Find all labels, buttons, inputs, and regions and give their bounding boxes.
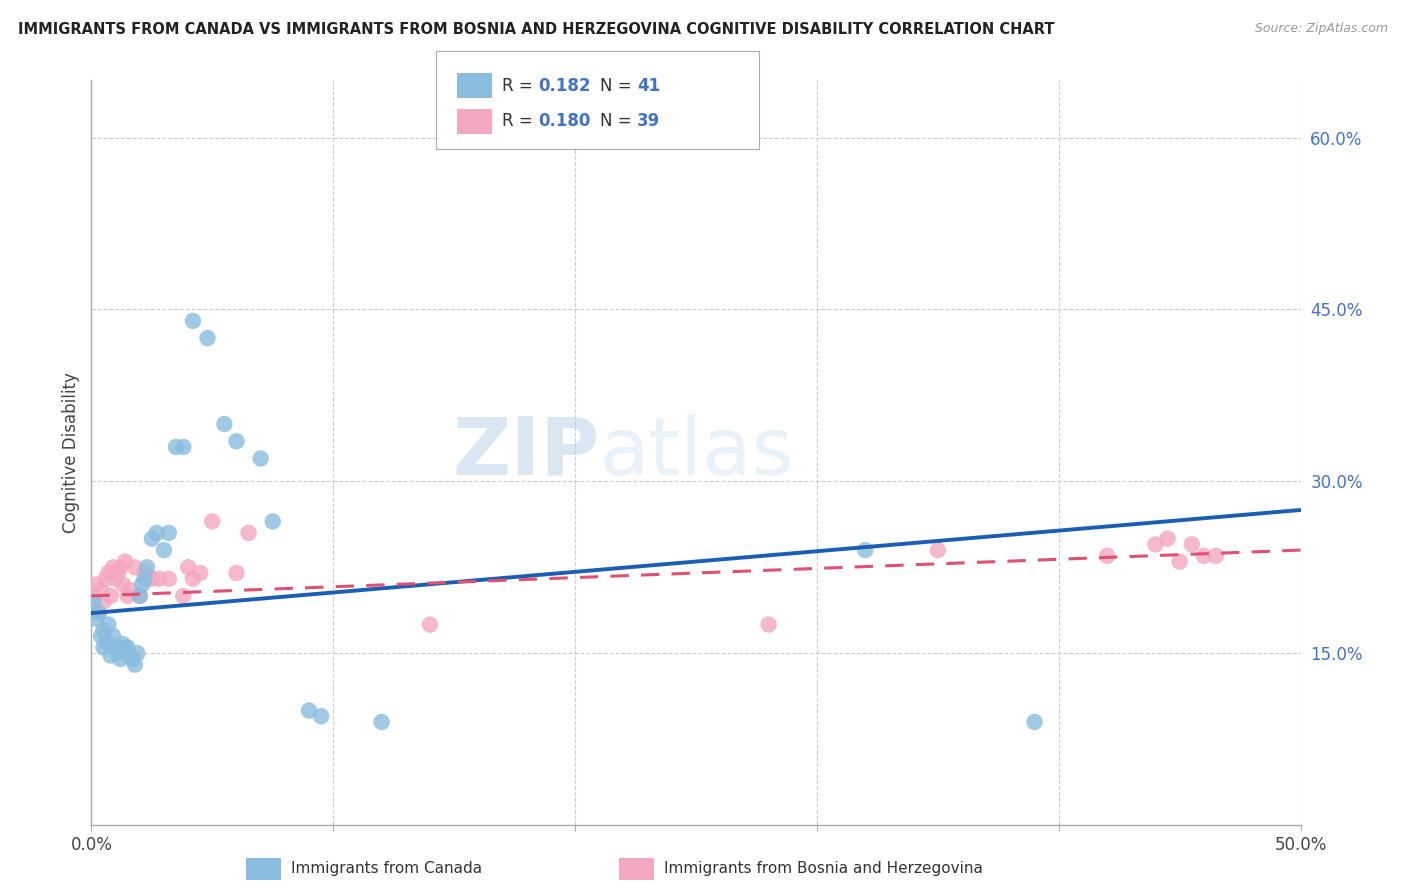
Text: 39: 39 <box>637 112 661 130</box>
Point <box>84 612 107 626</box>
Point <box>124 657 146 672</box>
Point <box>262 515 284 529</box>
Point <box>100 589 122 603</box>
Point <box>101 560 124 574</box>
Point <box>134 572 156 586</box>
Point <box>90 583 112 598</box>
Point <box>1156 532 1178 546</box>
Point <box>124 560 146 574</box>
Point <box>1168 555 1191 569</box>
Point <box>117 589 139 603</box>
Point <box>249 451 271 466</box>
Point <box>111 637 134 651</box>
Point <box>157 525 180 540</box>
Point <box>1144 537 1167 551</box>
Point <box>84 577 107 591</box>
Point <box>148 572 170 586</box>
Point <box>114 640 136 655</box>
Point <box>94 634 117 648</box>
Point <box>153 543 176 558</box>
Point <box>104 640 127 655</box>
Point <box>114 555 136 569</box>
Point <box>127 646 149 660</box>
Point <box>120 648 142 663</box>
Text: 41: 41 <box>637 77 659 95</box>
Text: Source: ZipAtlas.com: Source: ZipAtlas.com <box>1254 22 1388 36</box>
Point <box>181 572 204 586</box>
Point <box>134 566 156 580</box>
Point <box>181 314 204 328</box>
Point <box>172 440 194 454</box>
Point <box>110 652 132 666</box>
Text: N =: N = <box>600 77 637 95</box>
Point <box>93 624 115 638</box>
Point <box>128 589 150 603</box>
Point <box>121 652 143 666</box>
Text: ZIP: ZIP <box>451 414 599 491</box>
Point <box>214 417 236 431</box>
Point <box>1095 549 1118 563</box>
Point <box>111 577 134 591</box>
Point <box>370 714 392 729</box>
Point <box>188 566 211 580</box>
Point <box>853 543 876 558</box>
Point <box>83 595 105 609</box>
Point <box>97 617 120 632</box>
Point <box>107 566 129 580</box>
Point <box>1181 537 1204 551</box>
Text: 0.180: 0.180 <box>538 112 591 130</box>
Point <box>758 617 780 632</box>
Text: Immigrants from Canada: Immigrants from Canada <box>291 862 482 876</box>
Point <box>87 606 110 620</box>
Y-axis label: Cognitive Disability: Cognitive Disability <box>62 372 80 533</box>
Text: N =: N = <box>600 112 637 130</box>
Text: atlas: atlas <box>599 414 793 491</box>
Text: Immigrants from Bosnia and Herzegovina: Immigrants from Bosnia and Herzegovina <box>664 862 983 876</box>
Point <box>145 525 167 540</box>
Point <box>136 560 159 574</box>
Point <box>117 640 139 655</box>
Point <box>172 589 194 603</box>
Point <box>128 589 150 603</box>
Point <box>131 577 153 591</box>
Point <box>110 560 132 574</box>
Point <box>309 709 332 723</box>
Text: 0.182: 0.182 <box>538 77 591 95</box>
Text: R =: R = <box>502 77 538 95</box>
Point <box>157 572 180 586</box>
Point <box>93 595 115 609</box>
Point <box>1192 549 1215 563</box>
Point <box>107 646 129 660</box>
Point <box>83 589 105 603</box>
Point <box>141 532 163 546</box>
Point <box>93 640 115 655</box>
Point <box>101 629 124 643</box>
Point <box>238 525 260 540</box>
Point <box>141 572 163 586</box>
Point <box>120 583 142 598</box>
Text: R =: R = <box>502 112 538 130</box>
Point <box>97 566 120 580</box>
Point <box>165 440 187 454</box>
Point <box>177 560 200 574</box>
Point <box>94 572 117 586</box>
Point <box>1205 549 1227 563</box>
Text: IMMIGRANTS FROM CANADA VS IMMIGRANTS FROM BOSNIA AND HERZEGOVINA COGNITIVE DISAB: IMMIGRANTS FROM CANADA VS IMMIGRANTS FRO… <box>18 22 1054 37</box>
Point <box>197 331 219 345</box>
Point <box>1024 714 1046 729</box>
Point <box>419 617 441 632</box>
Point <box>100 648 122 663</box>
Point <box>225 434 247 449</box>
Point <box>87 606 110 620</box>
Point <box>298 704 321 718</box>
Point <box>201 515 224 529</box>
Point <box>104 572 127 586</box>
Point <box>927 543 949 558</box>
Point <box>90 629 112 643</box>
Point <box>225 566 247 580</box>
